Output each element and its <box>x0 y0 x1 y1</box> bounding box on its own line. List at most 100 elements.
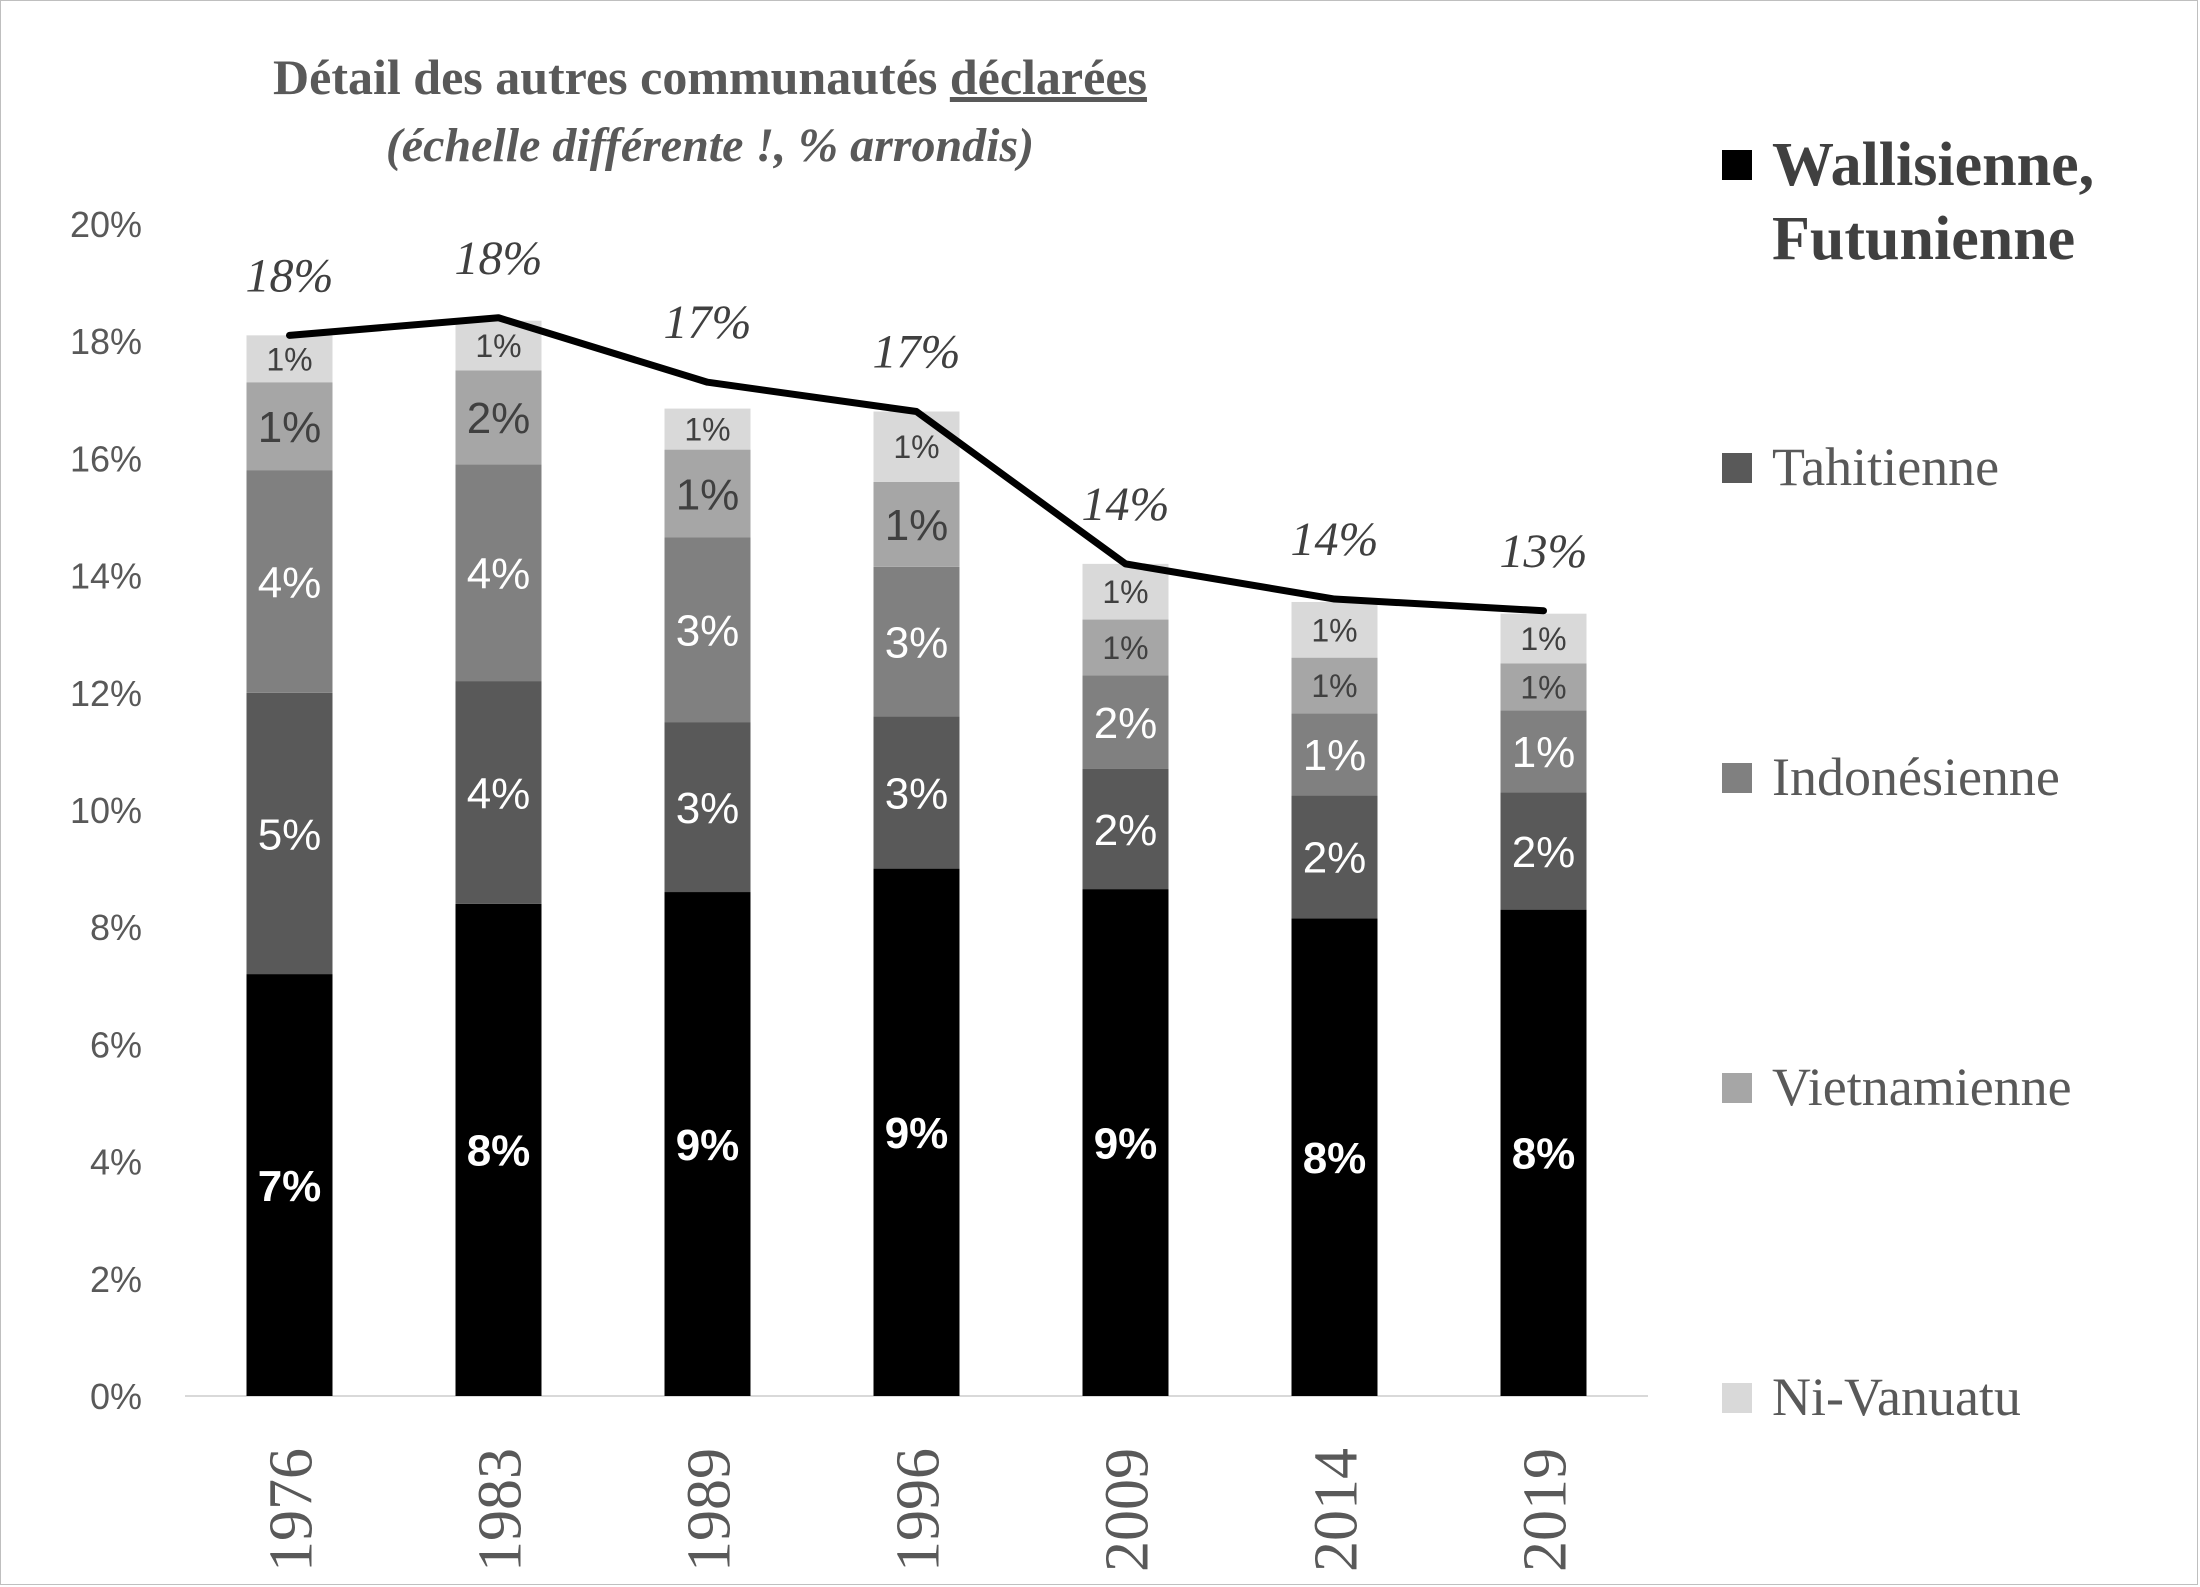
line-data-label: 13% <box>1500 525 1588 578</box>
line-data-label: 17% <box>664 296 752 349</box>
data-label: 1% <box>1311 612 1357 648</box>
data-label: 1% <box>266 341 312 377</box>
data-label: 1% <box>1102 574 1148 610</box>
bar-segment <box>1500 710 1587 793</box>
bar-segment <box>455 464 542 682</box>
data-label: 4% <box>467 550 531 599</box>
data-label: 8% <box>1303 1134 1367 1183</box>
line-data-label: 18% <box>246 249 334 302</box>
y-tick-label: 20% <box>70 204 142 245</box>
data-label: 1% <box>684 412 730 448</box>
bar-segment <box>455 370 542 465</box>
line-data-label: 14% <box>1291 513 1379 566</box>
data-label: 7% <box>258 1162 322 1211</box>
y-tick-label: 8% <box>90 907 142 948</box>
legend-swatch <box>1722 150 1752 180</box>
bar-segment <box>1082 768 1169 890</box>
data-label: 9% <box>676 1121 740 1170</box>
x-tick-label: 2019 <box>1512 1448 1580 1572</box>
line-data-label: 17% <box>873 326 961 379</box>
legend-item-ni-vanuatu: Ni-Vanuatu <box>1722 1365 2021 1429</box>
y-tick-label: 0% <box>90 1376 142 1417</box>
y-tick-label: 4% <box>90 1142 142 1183</box>
data-label: 3% <box>676 607 740 656</box>
legend-swatch <box>1722 453 1752 483</box>
data-label: 1% <box>1311 668 1357 704</box>
chart-title: Détail des autres communautés déclarées <box>160 48 1260 106</box>
data-label: 2% <box>1094 806 1158 855</box>
chart-title-text: Détail des autres communautés <box>273 49 950 105</box>
data-label: 3% <box>885 618 949 667</box>
data-label: 1% <box>1102 630 1148 666</box>
bar-segment <box>873 716 960 869</box>
x-tick-label: 1996 <box>885 1448 953 1572</box>
bar-segment <box>1291 601 1378 658</box>
x-tick-label: 2014 <box>1303 1448 1371 1572</box>
legend-item-indonesienne: Indonésienne <box>1722 745 2060 809</box>
data-label: 1% <box>676 470 740 519</box>
x-tick-label: 1983 <box>467 1448 535 1572</box>
legend-item-tahitienne: Tahitienne <box>1722 435 1999 499</box>
data-label: 1% <box>258 403 322 452</box>
data-label: 1% <box>893 429 939 465</box>
legend-label: Tahitienne <box>1772 437 2000 497</box>
legend-swatch <box>1722 763 1752 793</box>
legend-label: Wallisienne, Futunienne <box>1772 131 2095 273</box>
bar-segment <box>455 903 542 1396</box>
data-label: 1% <box>1520 621 1566 657</box>
y-tick-label: 2% <box>90 1259 142 1300</box>
bar-segment <box>873 481 960 567</box>
data-label: 9% <box>1094 1119 1158 1168</box>
legend-item-wallisienne-futunienne: Wallisienne, Futunienne <box>1722 128 2172 276</box>
data-label: 1% <box>885 501 949 550</box>
data-label: 1% <box>475 328 521 364</box>
chart-subtitle: (échelle différente !, % arrondis) <box>385 119 1035 172</box>
bar-segment <box>1500 663 1587 711</box>
data-label: 2% <box>467 394 531 443</box>
legend-label: Ni-Vanuatu <box>1772 1367 2021 1427</box>
bar-segment <box>1082 889 1169 1396</box>
bar-segment <box>1291 795 1378 919</box>
bar-segment <box>873 868 960 1396</box>
data-label: 2% <box>1512 828 1576 877</box>
chart-title-underlined: déclarées <box>949 49 1147 105</box>
legend-swatch <box>1722 1383 1752 1413</box>
x-tick-label: 1989 <box>676 1448 744 1572</box>
bar-segment <box>246 382 333 471</box>
line-data-label: 14% <box>1082 478 1170 531</box>
bar-segment <box>246 470 333 693</box>
bar-segment <box>246 335 333 383</box>
bar-segment <box>1291 918 1378 1396</box>
legend-label: Vietnamienne <box>1772 1057 2072 1117</box>
bar-segment <box>1500 792 1587 910</box>
x-tick-label: 2009 <box>1094 1448 1162 1572</box>
bar-segment <box>664 408 751 450</box>
bar-segment <box>1082 563 1169 620</box>
bar-segment <box>1291 713 1378 796</box>
legend-item-vietnamienne: Vietnamienne <box>1722 1055 2072 1119</box>
bar-segment <box>1082 675 1169 769</box>
line-data-label: 18% <box>455 232 543 285</box>
bar-segment <box>246 692 333 975</box>
data-label: 8% <box>1512 1130 1576 1179</box>
bar-segment <box>246 974 333 1396</box>
data-label: 5% <box>258 810 322 859</box>
data-label: 4% <box>467 769 531 818</box>
bar-segment <box>1291 657 1378 714</box>
bar-segment <box>1082 619 1169 676</box>
y-tick-label: 10% <box>70 790 142 831</box>
bar-segment <box>664 449 751 538</box>
data-label: 1% <box>1512 728 1576 777</box>
bar-segment <box>664 892 751 1396</box>
y-tick-label: 16% <box>70 438 142 479</box>
data-label: 1% <box>1520 669 1566 705</box>
y-tick-label: 6% <box>90 1024 142 1065</box>
data-label: 4% <box>258 558 322 607</box>
data-label: 8% <box>467 1127 531 1176</box>
x-tick-label: 1976 <box>258 1448 326 1572</box>
data-label: 2% <box>1094 699 1158 748</box>
data-label: 1% <box>1303 731 1367 780</box>
y-tick-label: 18% <box>70 321 142 362</box>
bar-segment <box>664 722 751 893</box>
